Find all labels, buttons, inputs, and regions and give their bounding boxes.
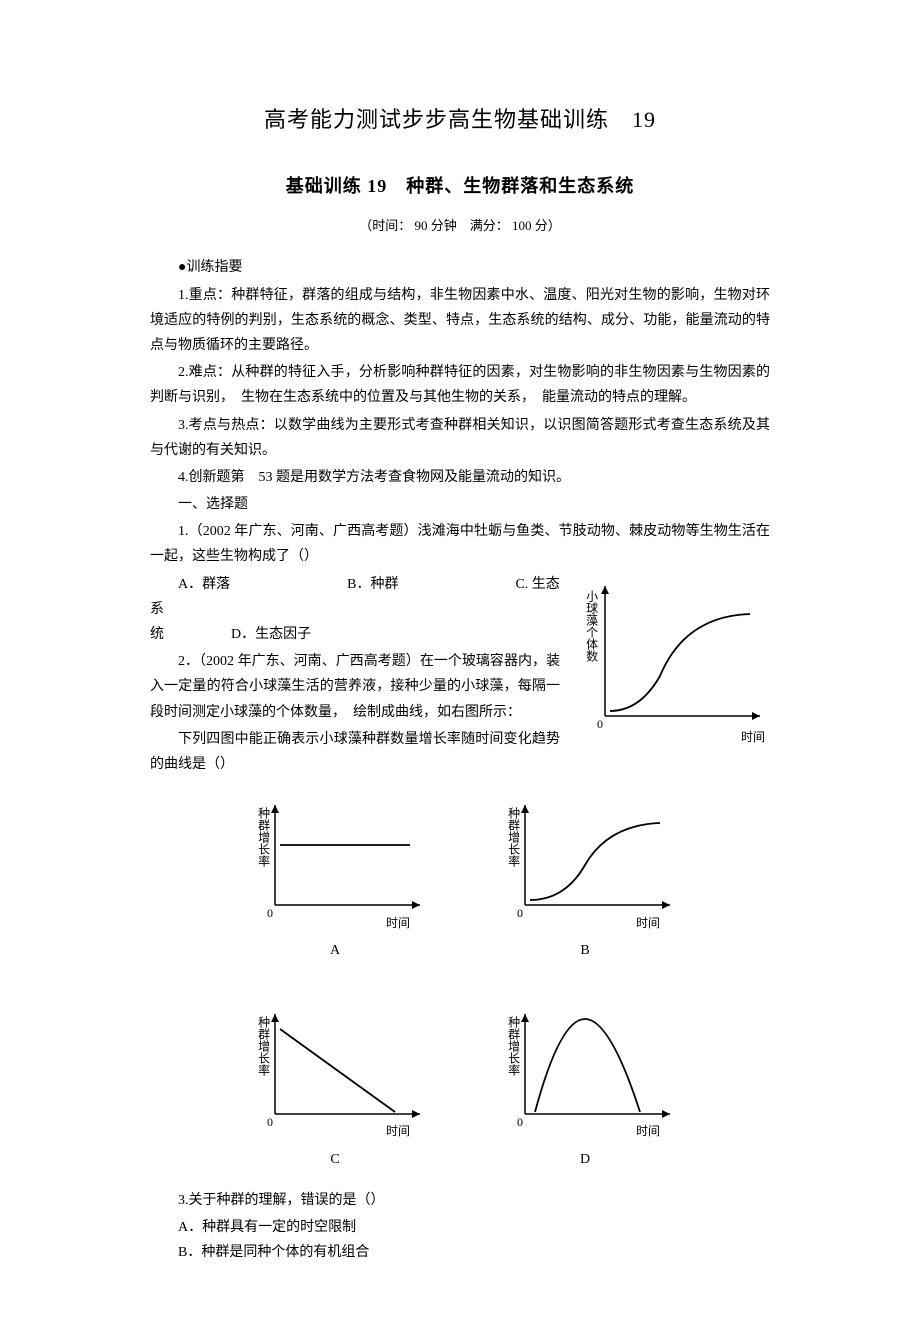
chart-c-ylabel: 种群增长率 xyxy=(252,1016,274,1076)
question-1: 1.（2002 年广东、河南、广西高考题）浅滩海中牡蛎与鱼类、节肢动物、棘皮动物… xyxy=(150,519,770,569)
chart-c-xlabel: 时间 xyxy=(386,1121,410,1143)
training-guide-header: ●训练指要 xyxy=(150,255,770,280)
main-chart-xlabel: 时间 xyxy=(741,727,765,749)
chart-c: 0 种群增长率 时间 C xyxy=(240,1004,430,1172)
chart-d-xlabel: 时间 xyxy=(636,1121,660,1143)
chart-b-label: B xyxy=(580,938,589,963)
main-title: 高考能力测试步步高生物基础训练 19 xyxy=(150,100,770,140)
chart-a-label: A xyxy=(330,938,340,963)
svg-text:0: 0 xyxy=(267,1115,273,1129)
chart-b-xlabel: 时间 xyxy=(636,913,660,935)
q1-option-a: A．群落 xyxy=(178,577,230,592)
chart-a: 0 种群增长率 时间 A xyxy=(240,795,430,963)
q1-option-c-cont: 统 xyxy=(150,627,164,642)
sub-title: 基础训练 19 种群、生物群落和生态系统 xyxy=(150,170,770,202)
chart-d-label: D xyxy=(580,1147,590,1172)
time-info: （时间： 90 分钟 满分： 100 分） xyxy=(150,214,770,237)
point-1: 1.重点：种群特征，群落的组成与结构，非生物因素中水、温度、阳光对生物的影响，生… xyxy=(150,283,770,359)
svg-text:0: 0 xyxy=(517,1115,523,1129)
point-3: 3.考点与热点：以数学曲线为主要形式考查种群相关知识，以识图简答题形式考查生态系… xyxy=(150,413,770,463)
q1-option-b: B．种群 xyxy=(347,577,398,592)
q1-option-d: D．生态因子 xyxy=(231,627,311,642)
chart-a-ylabel: 种群增长率 xyxy=(252,807,274,867)
section-choice: 一、选择题 xyxy=(150,492,770,517)
point-2: 2.难点：从种群的特征入手，分析影响种群特征的因素，对生物影响的非生物因素与生物… xyxy=(150,360,770,410)
q3-option-b: B．种群是同种个体的有机组合 xyxy=(150,1240,770,1265)
svg-text:0: 0 xyxy=(597,717,603,731)
svg-text:0: 0 xyxy=(267,906,273,920)
question-3: 3.关于种群的理解，错误的是（） xyxy=(150,1188,770,1213)
chart-c-label: C xyxy=(330,1147,339,1172)
q3-option-a: A．种群具有一定的时空限制 xyxy=(150,1215,770,1240)
chart-d: 0 种群增长率 时间 D xyxy=(490,1004,680,1172)
main-chart-ylabel: 小球藻个体数 xyxy=(580,590,602,662)
svg-text:0: 0 xyxy=(517,906,523,920)
point-4: 4.创新题第 53 题是用数学方法考查食物网及能量流动的知识。 xyxy=(150,465,770,490)
chart-d-ylabel: 种群增长率 xyxy=(502,1016,524,1076)
chart-b-ylabel: 种群增长率 xyxy=(502,807,524,867)
chart-b: 0 种群增长率 时间 B xyxy=(490,795,680,963)
chart-a-xlabel: 时间 xyxy=(386,913,410,935)
charts-grid: 0 种群增长率 时间 A 0 种群增长率 时间 B xyxy=(210,795,710,1172)
main-logistic-chart: 0 小球藻个体数 时间 xyxy=(570,576,770,745)
